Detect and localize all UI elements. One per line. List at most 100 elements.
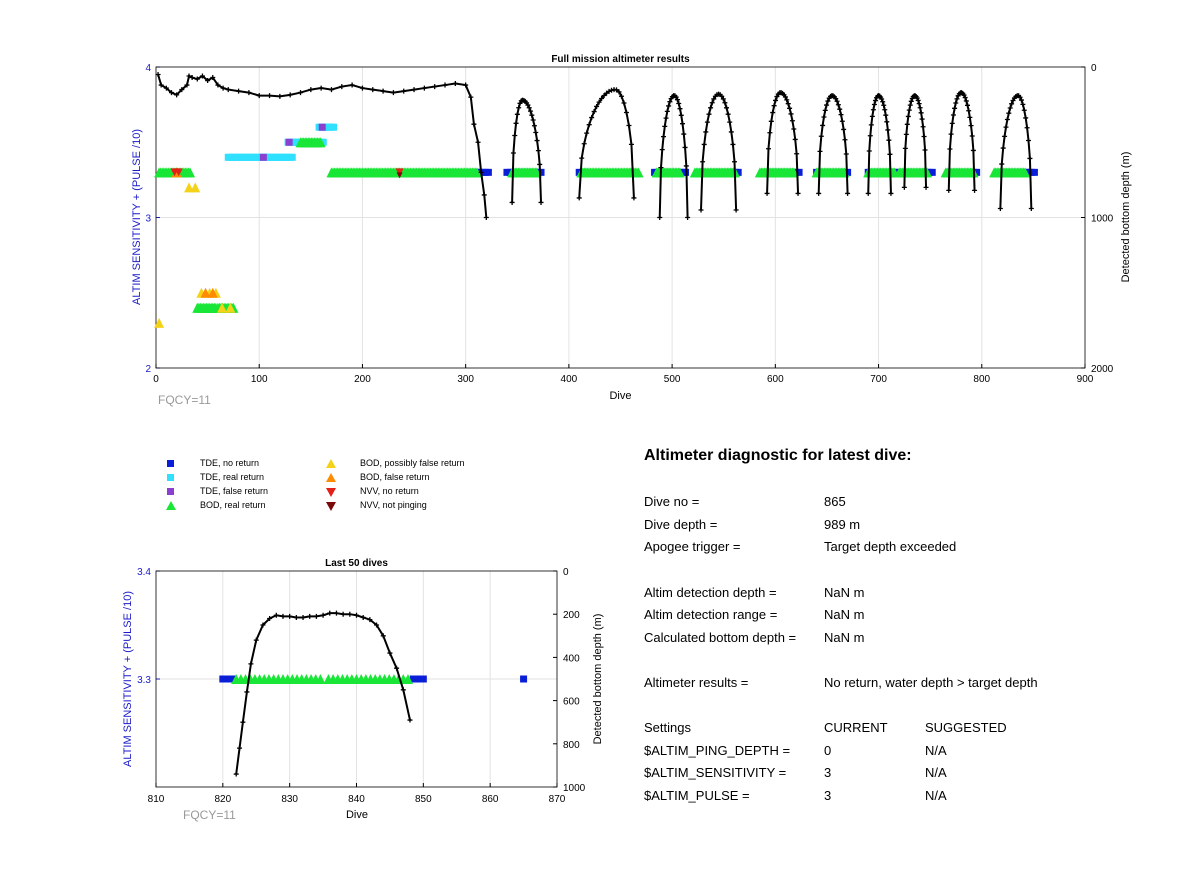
bod-real-return-marker xyxy=(674,167,685,178)
depth-point xyxy=(949,120,955,126)
depth-point xyxy=(340,611,346,617)
depth-point xyxy=(318,85,324,91)
depth-point xyxy=(774,94,780,100)
depth-point xyxy=(509,199,515,205)
depth-point xyxy=(327,610,333,616)
bod-real-return-marker xyxy=(922,167,933,178)
plot-frame-bottom xyxy=(155,570,558,788)
bod-false-return-marker xyxy=(207,287,218,298)
diag-label: Calculated bottom depth = xyxy=(644,630,797,645)
depth-point xyxy=(888,190,894,196)
depth-point xyxy=(725,111,731,117)
depth-point xyxy=(866,148,872,154)
tde-false-return-marker xyxy=(285,138,293,146)
depth-point xyxy=(168,90,174,96)
diag-label: Apogee trigger = xyxy=(644,539,741,554)
depth-point xyxy=(881,102,887,108)
depth-point xyxy=(475,139,481,145)
depth-point xyxy=(771,103,777,109)
settings-header: Settings CURRENT SUGGESTED xyxy=(0,720,1200,738)
depth-point xyxy=(865,190,871,196)
depth-point xyxy=(293,614,299,620)
depth-point xyxy=(513,120,519,126)
depth-point xyxy=(1027,155,1033,161)
x-tick-label: 700 xyxy=(870,374,887,385)
settings-label: Settings xyxy=(644,720,691,735)
depth-point xyxy=(273,612,279,618)
nvv-no-return-marker xyxy=(395,168,404,177)
depth-point xyxy=(244,689,250,695)
tde-no-return-marker xyxy=(229,675,237,683)
depth-point xyxy=(918,110,924,116)
diagnostic-title: Altimeter diagnostic for latest dive: xyxy=(644,447,912,464)
diag-label: Altim detection range = xyxy=(644,607,778,622)
depth-point xyxy=(370,87,376,93)
diag-row-altim-detection-depth: Altim detection depth = NaN m xyxy=(0,585,1200,603)
depth-point xyxy=(510,150,516,156)
depth-point xyxy=(1000,145,1006,151)
depth-point xyxy=(673,94,679,100)
depth-point xyxy=(842,137,848,143)
depth-point xyxy=(628,141,634,147)
depth-point xyxy=(902,145,908,151)
depth-point xyxy=(997,205,1003,211)
depth-point xyxy=(1023,115,1029,121)
depth-point xyxy=(662,123,668,129)
legend-marker-nvv-no-return xyxy=(326,488,336,497)
depth-point xyxy=(733,207,739,213)
depth-point xyxy=(589,115,595,121)
nvv-no-return-marker xyxy=(174,168,183,177)
depth-point xyxy=(267,616,273,622)
bod-real-return-marker xyxy=(633,167,644,178)
diag-label: Dive no = xyxy=(644,494,700,509)
depth-point xyxy=(903,131,909,137)
legend-swatch xyxy=(167,460,174,467)
depth-point xyxy=(711,96,717,102)
diag-row-dive-no: Dive no = 865 xyxy=(0,494,1200,512)
legend-swatch xyxy=(167,474,174,481)
depth-point xyxy=(658,165,664,171)
y-right-tick-label: 0 xyxy=(563,567,569,578)
depth-point xyxy=(194,76,200,82)
depth-point xyxy=(210,75,216,81)
depth-point xyxy=(970,147,976,153)
depth-point xyxy=(298,90,304,96)
depth-point xyxy=(663,115,669,121)
frequency-label: FQCY=11 xyxy=(183,808,236,822)
x-tick-label: 820 xyxy=(214,794,231,805)
depth-point xyxy=(884,119,890,125)
settings-row-ping-depth: $ALTIM_PING_DEPTH = 0 N/A xyxy=(0,743,1200,761)
depth-point xyxy=(526,105,532,111)
tde-no-return-marker xyxy=(419,675,427,683)
depth-point xyxy=(186,73,192,79)
diag-label: Altimeter results = xyxy=(644,675,749,690)
depth-point xyxy=(770,110,776,116)
depth-point xyxy=(525,102,531,108)
depth-point xyxy=(833,96,839,102)
y-right-tick-label: 2000 xyxy=(1091,364,1114,375)
depth-point xyxy=(817,148,823,154)
depth-point xyxy=(380,633,386,639)
depth-point xyxy=(921,134,927,140)
depth-point xyxy=(390,90,396,96)
tde-no-return-marker xyxy=(1030,168,1038,176)
setting-current: 0 xyxy=(824,743,832,758)
depth-point xyxy=(586,122,592,128)
legend: TDE, no return TDE, real return TDE, fal… xyxy=(160,458,490,522)
depth-point xyxy=(879,96,885,102)
bod-real-return-marker xyxy=(472,167,483,178)
depth-point xyxy=(621,100,627,106)
depth-point xyxy=(189,75,195,81)
depth-point xyxy=(835,102,841,108)
depth-point xyxy=(916,101,922,107)
depth-point xyxy=(452,81,458,87)
tde-false-return-marker xyxy=(318,123,326,131)
depth-point xyxy=(287,613,293,619)
depth-point xyxy=(730,141,736,147)
setting-label: $ALTIM_SENSITIVITY = xyxy=(644,765,787,780)
depth-point xyxy=(963,98,969,104)
x-axis-label: Dive xyxy=(609,390,631,402)
diag-value: 865 xyxy=(824,494,846,509)
